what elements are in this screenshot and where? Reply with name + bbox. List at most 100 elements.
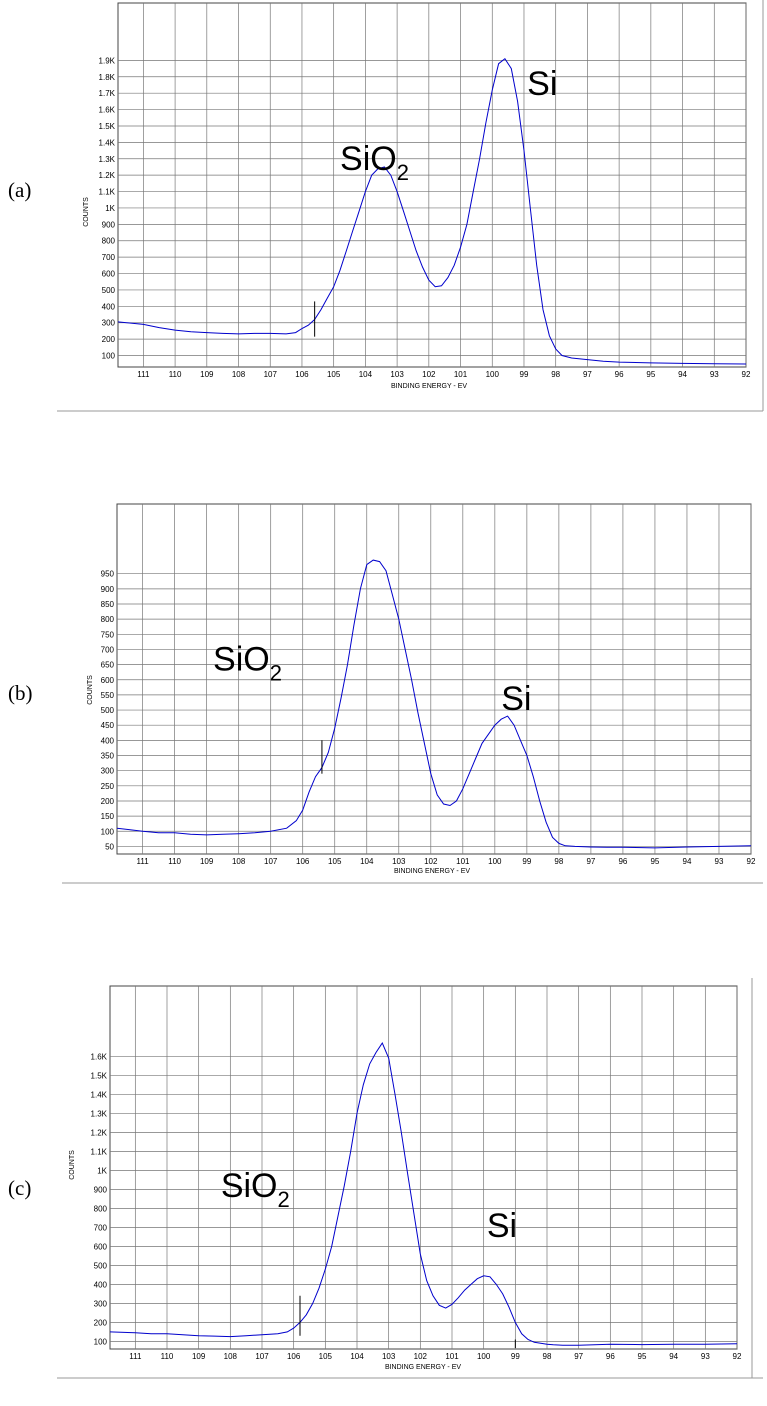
panel-b-plot-area — [116, 503, 752, 855]
panel-a-grid — [118, 3, 747, 367]
panel-b-y-tick-50: 50 — [105, 842, 114, 851]
panel-c-y-tick-300: 300 — [94, 1299, 108, 1308]
panel-c-y-tick-600: 600 — [94, 1242, 108, 1251]
panel-a-y-tick-1.1K: 1.1K — [99, 188, 116, 197]
panel-c-x-axis-title: BINDING ENERGY - EV — [385, 1364, 461, 1371]
panel-b-y-tick-300: 300 — [101, 767, 115, 776]
panel-a-y-tick-300: 300 — [102, 319, 116, 328]
panel-a-y-tick-1.4K: 1.4K — [99, 138, 116, 147]
panel-b-peak-label-0: SiO2 — [213, 641, 282, 686]
panel-b-y-tick-650: 650 — [101, 661, 115, 670]
panel-c-x-tick-93: 93 — [701, 1352, 710, 1361]
panel-a-x-tick-103: 103 — [390, 370, 404, 379]
panel-c-x-tick-101: 101 — [445, 1352, 459, 1361]
panel-c-y-axis-title: COUNTS — [69, 1150, 76, 1180]
panel-c-y-tick-700: 700 — [94, 1223, 108, 1232]
panel-a-y-tick-1.5K: 1.5K — [99, 122, 116, 131]
panel-a-spectrum-line — [117, 57, 747, 365]
panel-b-y-tick-250: 250 — [101, 782, 115, 791]
panel-a-y-tick-900: 900 — [102, 220, 116, 229]
panel-c-y-tick-1.6K: 1.6K — [91, 1052, 108, 1061]
panel-b-x-tick-95: 95 — [650, 857, 659, 866]
panel-c-x-tick-95: 95 — [638, 1352, 647, 1361]
panel-c-y-tick-1.3K: 1.3K — [91, 1109, 108, 1118]
panel-b-y-tick-450: 450 — [101, 721, 115, 730]
panel-c-x-tick-104: 104 — [350, 1352, 364, 1361]
panel-b-grid — [117, 504, 752, 854]
panel-a-x-tick-97: 97 — [583, 370, 592, 379]
panel-c-x-tick-108: 108 — [224, 1352, 238, 1361]
panel-c-y-tick-1.1K: 1.1K — [91, 1147, 108, 1156]
panel-a-plot-area — [117, 2, 747, 368]
panel-a-y-tick-700: 700 — [102, 253, 116, 262]
panel-c-x-tick-99: 99 — [511, 1352, 520, 1361]
panel-a-x-tick-107: 107 — [264, 370, 278, 379]
panel-b-x-tick-108: 108 — [232, 857, 246, 866]
panel-c-plot-area — [109, 985, 738, 1350]
panel-a-ticks: 111 110 109 108 107 106 105 104 103 102 101 100 99 98… — [99, 56, 751, 379]
panel-b-y-tick-750: 750 — [101, 630, 115, 639]
panel-b-ticks: 111 110 109 108 107 106 105 104 103 102 101 100 99 98… — [101, 570, 756, 866]
panel-b-y-tick-100: 100 — [101, 827, 115, 836]
panel-b-x-tick-104: 104 — [360, 857, 374, 866]
panel-c-grid — [110, 986, 738, 1349]
panel-b-y-tick-700: 700 — [101, 645, 115, 654]
panel-a-y-tick-1.6K: 1.6K — [99, 106, 116, 115]
panel-c-x-tick-97: 97 — [574, 1352, 583, 1361]
panel-c-x-tick-103: 103 — [382, 1352, 396, 1361]
panel-a-x-tick-94: 94 — [678, 370, 687, 379]
panel-a-y-tick-800: 800 — [102, 237, 116, 246]
panel-a-x-tick-110: 110 — [169, 370, 182, 379]
panel-a-x-tick-104: 104 — [359, 370, 373, 379]
panel-c-x-tick-94: 94 — [669, 1352, 678, 1361]
panel-b-x-axis-title: BINDING ENERGY - EV — [394, 868, 470, 875]
panel-a-y-tick-400: 400 — [102, 302, 116, 311]
panel-a-x-tick-99: 99 — [520, 370, 529, 379]
panel-a-x-tick-95: 95 — [646, 370, 655, 379]
panel-c-x-tick-102: 102 — [414, 1352, 428, 1361]
panel-b-y-tick-800: 800 — [101, 615, 115, 624]
panel-b: (b) SiO2 Si 111 110 109 108 107 106 105 104 103 10… — [8, 503, 763, 884]
panel-c-y-tick-1.2K: 1.2K — [91, 1128, 108, 1137]
panel-c-x-tick-96: 96 — [606, 1352, 615, 1361]
panel-a-y-tick-1K: 1K — [105, 204, 115, 213]
panel-a-x-tick-100: 100 — [486, 370, 500, 379]
panel-b-y-tick-550: 550 — [101, 691, 115, 700]
panel-a-y-tick-600: 600 — [102, 270, 116, 279]
panel-c-y-tick-1.4K: 1.4K — [91, 1090, 108, 1099]
panel-c-y-tick-1K: 1K — [97, 1166, 107, 1175]
panel-b-y-tick-200: 200 — [101, 797, 115, 806]
panel-a-y-tick-1.3K: 1.3K — [99, 155, 116, 164]
panel-c-x-tick-107: 107 — [255, 1352, 269, 1361]
panel-b-y-tick-350: 350 — [101, 752, 115, 761]
panel-c-x-tick-111: 111 — [129, 1352, 142, 1361]
panel-a-y-tick-1.7K: 1.7K — [99, 89, 116, 98]
panel-a-y-tick-500: 500 — [102, 286, 116, 295]
panel-b-y-tick-150: 150 — [101, 812, 115, 821]
panel-b-y-tick-600: 600 — [101, 676, 115, 685]
panel-b-x-tick-109: 109 — [200, 857, 214, 866]
panel-a-x-tick-93: 93 — [710, 370, 719, 379]
panel-b-marks: SiO2 Si — [116, 559, 752, 849]
panel-b-label: (b) — [8, 681, 33, 705]
panel-a-y-tick-1.9K: 1.9K — [99, 56, 116, 65]
panel-b-y-tick-900: 900 — [101, 585, 115, 594]
panel-c-x-tick-92: 92 — [733, 1352, 742, 1361]
panel-c-y-tick-400: 400 — [94, 1280, 108, 1289]
panel-b-x-tick-98: 98 — [554, 857, 563, 866]
panel-b-peak-label-1: Si — [501, 680, 531, 718]
panel-a-x-axis-title: BINDING ENERGY - EV — [391, 383, 467, 390]
panel-a-y-axis-title: COUNTS — [83, 197, 90, 227]
panel-c-ticks: 111 110 109 108 107 106 105 104 103 102 101 100 99 98… — [91, 1052, 742, 1361]
panel-a-y-tick-200: 200 — [102, 335, 116, 344]
panel-b-x-tick-102: 102 — [424, 857, 438, 866]
panel-b-x-tick-101: 101 — [456, 857, 470, 866]
panel-b-spectrum-line — [116, 559, 752, 849]
panel-c-y-tick-500: 500 — [94, 1261, 108, 1270]
panel-a-x-tick-111: 111 — [137, 370, 150, 379]
panel-c-peak-label-1: Si — [487, 1207, 517, 1245]
panel-c-y-tick-800: 800 — [94, 1204, 108, 1213]
